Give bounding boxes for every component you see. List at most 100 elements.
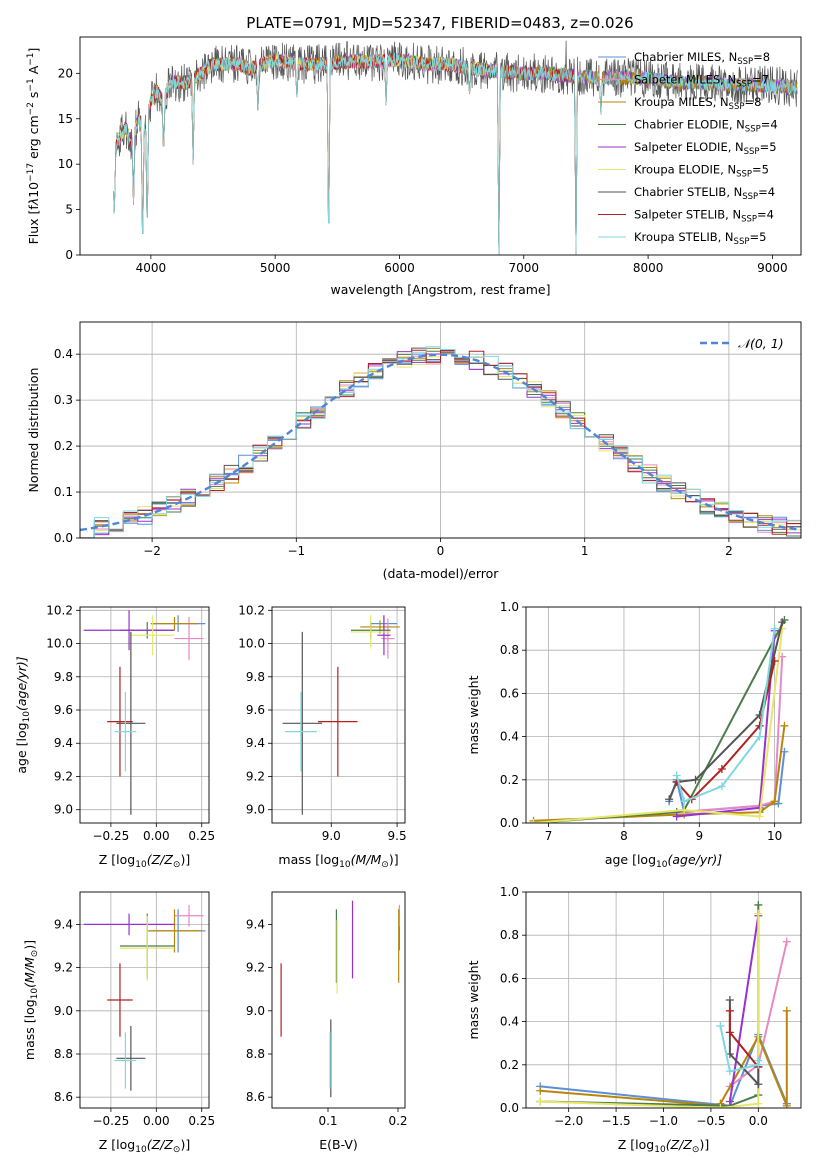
label-part: ⊙ [173, 860, 181, 870]
plot-area [83, 610, 206, 815]
weight-marker [780, 721, 789, 730]
legend-entry: Kroupa MILES, NSSP=8 [634, 95, 761, 112]
weight-marker [754, 1099, 763, 1108]
weight-marker [680, 797, 689, 806]
axes-frame [271, 891, 406, 1109]
normal-curve [80, 353, 801, 532]
x-tick-label: 4000 [136, 261, 167, 275]
weight-marker [725, 1097, 734, 1106]
label-part: )] [180, 1137, 190, 1152]
metallicity-mass-panel: −0.25 0.00 0.258.68.89.09.29.4Z [log10(Z/Z… [22, 891, 215, 1155]
legend-entry: Chabrier ELODIE, NSSP=4 [634, 118, 778, 135]
y-tick-label: 0.4 [500, 1015, 519, 1029]
y-tick-label: 0 [65, 248, 73, 262]
legend-entry: 𝒩(0, 1) [738, 336, 784, 351]
y-tick-label: 8.6 [246, 1090, 265, 1104]
x-tick-label: 0.1 [318, 1114, 337, 1128]
y-tick-label: 9.0 [246, 803, 265, 817]
weight-line [540, 913, 760, 1108]
y-tick-label: 9.4 [54, 736, 73, 750]
y-tick-label: 9.0 [54, 1004, 73, 1018]
legend-count: =8 [744, 95, 761, 109]
legend-name: Kroupa MILES, N [634, 95, 729, 109]
y-tick-label: 10 [58, 157, 73, 171]
label-part: ⊙ [173, 1145, 181, 1155]
metallicity-age-panel: −0.25 0.00 0.25 9.0 9.2 9.4 9.6 9.8 10.0 10.2 Z [l… [14, 603, 215, 870]
label-part: )] [699, 1137, 709, 1152]
legend-sub: SSP [729, 102, 745, 112]
axes-frame [79, 606, 210, 824]
label-part: (Z/Z [147, 1137, 174, 1152]
legend-entry: Chabrier STELIB, NSSP=4 [634, 185, 775, 202]
label-part: 10 [135, 860, 147, 870]
legend-name: Salpeter ELODIE, N [634, 140, 744, 154]
y-tick-label: 1.0 [500, 600, 519, 614]
y-tick-label: 0.8 [500, 643, 519, 657]
weight-marker [782, 937, 791, 946]
x-tick-label: 0.00 [143, 829, 170, 843]
plot-area [113, 40, 798, 255]
x-tick-label: 7 [545, 829, 553, 843]
y-tick-label: 9.0 [246, 1004, 265, 1018]
weight-marker [672, 771, 681, 780]
weight-marker [725, 1028, 734, 1037]
label-part: ] [26, 48, 41, 53]
weight-marker [754, 1056, 763, 1065]
legend-name: Kroupa ELODIE, N [634, 163, 736, 177]
label-part: (age/yr)] [667, 852, 722, 867]
x-tick-label: −1.5 [602, 1114, 631, 1128]
y-axis-label: Normed distribution [26, 368, 41, 493]
weight-marker [529, 819, 538, 823]
legend-sub: SSP [734, 237, 750, 247]
axes-frame [79, 36, 802, 256]
label-part: λ [26, 198, 41, 206]
weight-marker [717, 782, 726, 791]
weight-marker [725, 996, 734, 1004]
weight-marker [755, 721, 764, 730]
legend-count: =5 [752, 163, 769, 177]
label-part: 10 [135, 1145, 147, 1155]
weight-marker [691, 775, 700, 784]
label-part: 10 [339, 860, 351, 870]
x-tick-label: −0.25 [92, 829, 129, 843]
label-part: 10 [22, 711, 32, 723]
extinction-mass-panel: 0.1 0.2 8.6 8.8 9.0 9.2 9.4 E(B-V) [246, 891, 408, 1152]
legend-name: Salpeter STELIB, N [634, 208, 741, 222]
weight-line [533, 628, 784, 823]
weight-marker [754, 909, 763, 918]
y-tick-label: 0.6 [500, 971, 519, 985]
label-part: (age/yr)] [14, 656, 29, 711]
weight-marker [754, 1080, 763, 1089]
y-tick-label: 8.8 [54, 1047, 73, 1061]
weight-line [540, 1010, 788, 1107]
plot-area [83, 904, 206, 1091]
legend-count: =4 [758, 185, 775, 199]
y-tick-label: 10.2 [238, 603, 265, 617]
legend-count: =5 [749, 230, 766, 244]
x-axis-label: mass [log10(M/M⊙)] [278, 852, 398, 870]
x-axis-label: E(B-V) [319, 1137, 358, 1152]
weight-marker [717, 765, 726, 773]
x-tick-label: 0.2 [388, 1114, 407, 1128]
legend-count: =4 [761, 118, 778, 132]
x-tick-label: −0.5 [696, 1114, 725, 1128]
legend-sub: SSP [745, 125, 761, 135]
y-tick-label: 9.4 [246, 917, 265, 931]
legend-count: =8 [753, 50, 770, 64]
x-axis-label: age [log10(age/yr)] [605, 852, 722, 870]
x-tick-label: −2.0 [554, 1114, 583, 1128]
label-part: 10 [26, 182, 41, 198]
legend-entry: Kroupa STELIB, NSSP=5 [634, 230, 766, 247]
y-tick-label: 10.0 [238, 637, 265, 651]
y-axis-label: mass weight [466, 675, 481, 754]
y-tick-label: 0.8 [500, 928, 519, 942]
y-tick-label: 0.0 [500, 1101, 519, 1115]
legend-name: Salpeter MILES, N [634, 73, 736, 87]
x-axis-label: Z [log10(Z/Z⊙)] [99, 1137, 190, 1155]
weight-marker [716, 1021, 725, 1030]
plot-area [282, 615, 400, 815]
legend-sub: SSP [736, 80, 752, 90]
x-axis-label: Z [log10(Z/Z⊙)] [99, 852, 190, 870]
weight-marker [755, 812, 764, 821]
label-part: ⊙ [381, 860, 389, 870]
